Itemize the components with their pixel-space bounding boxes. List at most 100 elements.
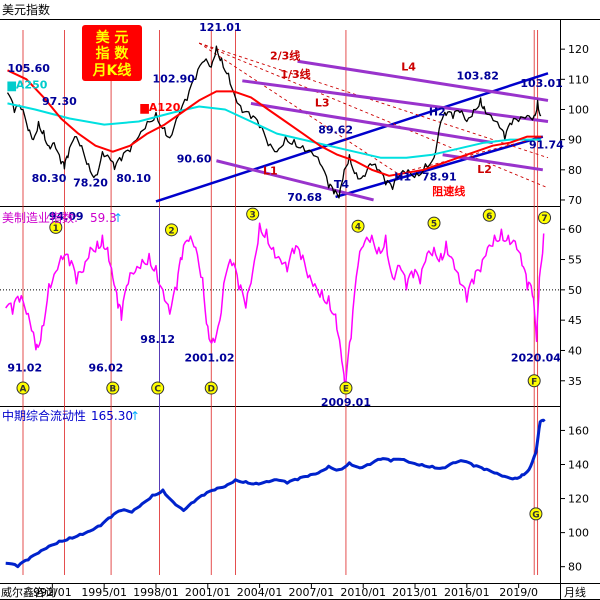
y-tick-label: 60: [568, 223, 582, 236]
marker-circle: [16, 381, 30, 395]
y-tick-label: 55: [568, 254, 582, 267]
marker-label: D: [207, 385, 214, 395]
trendline-blue: [155, 72, 549, 203]
x-tick-label: 2019/0: [499, 586, 538, 599]
marker-A: A: [16, 381, 30, 395]
price-annotation: 102.90: [153, 72, 196, 85]
price-annotation: 91.74: [529, 139, 564, 152]
marker-1: 1: [49, 220, 63, 234]
marker-circle: [151, 381, 165, 395]
marker-F: F: [527, 374, 541, 388]
trendline-dred: [198, 42, 402, 177]
marker-circle: [482, 208, 496, 222]
manufacturing-panel-title: 美制造业指数:: [2, 210, 78, 225]
trendline-dred: [199, 42, 549, 159]
price-annotation: 103.82: [456, 69, 498, 82]
x-tick-label: 2007/01: [289, 586, 335, 599]
date-value-label: 94.09: [49, 210, 84, 223]
marker-G: G: [529, 507, 543, 521]
price-annotation: H2: [429, 106, 446, 119]
x-tick-label: 992/01: [33, 586, 72, 599]
y-tick-label: 140: [568, 458, 589, 471]
price-annotation: ▆A250: [6, 78, 47, 91]
x-tick-label: 2010/01: [340, 586, 386, 599]
x-axis-left-label: 威尔鑫咨询: [1, 585, 56, 599]
price-annotation: 121.01: [199, 21, 241, 34]
marker-circle: [527, 374, 541, 388]
marker-label: 7: [541, 214, 547, 224]
marker-circle: [529, 507, 543, 521]
price-annotation: L4: [401, 60, 416, 73]
price-annotation: 80.10: [116, 172, 151, 185]
up-arrow-icon: ↑: [130, 409, 140, 423]
price-annotation: 78.20: [73, 176, 108, 189]
price-annotation: T4: [334, 178, 350, 191]
marker-circle: [204, 381, 218, 395]
marker-4: 4: [351, 219, 365, 233]
x-axis-right-label: 月线: [564, 585, 586, 599]
y-tick-label: 90: [568, 134, 582, 147]
trendline-purple: [297, 59, 549, 102]
x-tick-label: 2016/01: [444, 586, 490, 599]
price-annotation: 97.30: [42, 95, 77, 108]
liquidity-line: [5, 418, 546, 569]
marker-circle: [538, 211, 552, 225]
price-annotation: L1: [263, 164, 278, 177]
y-tick-label: 120: [568, 43, 589, 56]
marker-label: C: [154, 385, 161, 395]
x-axis-tick-labels: 992/01 1995/01 1998/01 2001/01 2004/01 2007/0…: [33, 583, 538, 599]
badge-line-3: 月K线: [92, 62, 132, 79]
badge-line-2: 指 数: [96, 45, 130, 62]
marker-circle: [246, 207, 260, 221]
marker-label: 1: [53, 224, 59, 234]
date-value-label: 98.12: [140, 333, 175, 346]
price-annotation: 78.91: [422, 170, 457, 183]
trendlines-layer: [155, 42, 549, 203]
marker-B: B: [106, 381, 120, 395]
x-tick-label: 1995/01: [81, 586, 127, 599]
title-badge-background: [82, 25, 142, 81]
price-annotation: L2: [477, 163, 492, 176]
date-value-label: 2020.04: [511, 351, 561, 364]
manufacturing-index-line: [5, 222, 545, 394]
y-tick-label: 45: [568, 314, 582, 327]
y-tick-label: 160: [568, 424, 589, 437]
price-annotation: ▆A120: [139, 101, 180, 114]
price-annotation: 89.62: [318, 124, 353, 137]
liquidity-panel-header: 中期综合流动性 165.30 ↑: [2, 408, 140, 423]
price-annotation: 103.01: [520, 77, 562, 90]
price-annotation: 阻速线: [432, 184, 465, 198]
marker-C: C: [151, 381, 165, 395]
price-annotation: L3: [315, 96, 330, 109]
date-value-label: 2001.02: [184, 351, 234, 364]
ma120-line: [7, 69, 542, 177]
y-tick-label: 40: [568, 344, 582, 357]
marker-label: 4: [355, 223, 361, 233]
marker-circle: [427, 216, 441, 230]
marker-2: 2: [165, 223, 179, 237]
marker-6: 6: [482, 208, 496, 222]
y-tick-label: 100: [568, 527, 589, 540]
date-value-label: 2009.01: [321, 396, 371, 409]
marker-circle: [165, 223, 179, 237]
price-annotation: 2/3线: [270, 49, 300, 63]
y-tick-label: 120: [568, 493, 589, 506]
manufacturing-panel-header: 美制造业指数: 59.3 ↑: [2, 210, 123, 225]
marker-label: 2: [168, 226, 174, 236]
price-annotation: 105.60: [7, 62, 50, 75]
marker-label: G: [532, 510, 539, 520]
trendline-purple: [242, 79, 549, 124]
trendline-blue: [335, 135, 544, 199]
marker-7: 7: [538, 211, 552, 225]
marker-5: 5: [427, 216, 441, 230]
marker-label: F: [531, 377, 537, 387]
x-tick-label: 2001/01: [185, 586, 231, 599]
annotation-layer: 105.60 ▆A250 97.30 80.30 78.20 80.10 ▆A120 102.…: [6, 21, 564, 521]
price-annotation: H1: [394, 170, 411, 183]
marker-label: E: [343, 385, 349, 395]
marker-D: D: [204, 381, 218, 395]
x-tick-label: 2013/01: [392, 586, 438, 599]
badge-line-1: 美 元: [96, 29, 129, 46]
price-annotation: 1/3线: [280, 67, 310, 81]
